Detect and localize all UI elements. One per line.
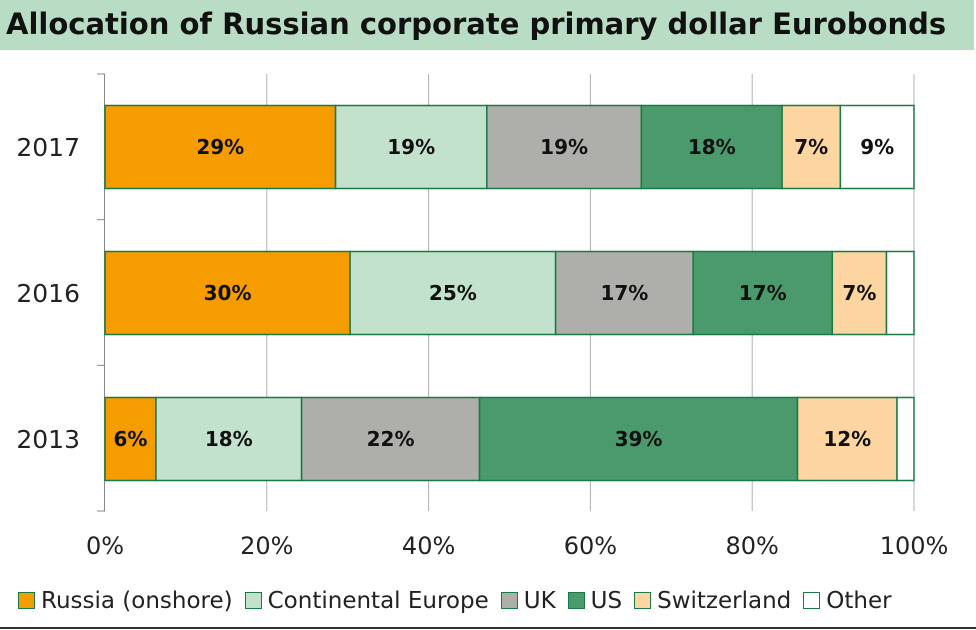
legend-swatch <box>634 592 652 609</box>
y-tick-label: 2013 <box>16 425 80 454</box>
bar-segment <box>885 250 915 336</box>
bar-segment <box>781 104 842 190</box>
bar-segment <box>839 104 915 190</box>
data-label: 19% <box>387 135 435 159</box>
title-bar: Allocation of Russian corporate primary … <box>0 0 974 50</box>
legend-swatch <box>244 592 262 609</box>
legend-item: Russia (onshore) <box>18 588 233 614</box>
legend-label: US <box>590 588 623 614</box>
legend-label: Russia (onshore) <box>41 588 233 614</box>
x-tick-label: 40% <box>402 532 455 560</box>
bar-segment <box>104 104 337 190</box>
data-label: 7% <box>842 281 876 305</box>
x-tick-label: 60% <box>564 532 617 560</box>
legend-label: Continental Europe <box>267 588 489 614</box>
data-label: 30% <box>204 281 252 305</box>
bar-segment <box>349 250 557 336</box>
bar-segment <box>896 396 915 482</box>
bar-segment <box>334 104 488 190</box>
x-tick-label: 80% <box>726 532 779 560</box>
data-label: 7% <box>794 135 828 159</box>
y-tick-label: 2016 <box>16 279 80 308</box>
bar-segment <box>554 250 694 336</box>
y-tick-labels: 2017 2016 2013 <box>16 133 80 454</box>
data-label: 19% <box>540 135 588 159</box>
bar-chart: 29% 19% 19% 18% 7% 9% 30% 25% 17% 17% 7% 6% 18% 22% 39… <box>16 73 948 560</box>
bar-segment <box>640 104 783 190</box>
bar-segment <box>692 250 834 336</box>
data-label: 6% <box>113 427 147 451</box>
data-label: 18% <box>688 135 736 159</box>
legend-item: US <box>567 588 623 614</box>
data-label: 9% <box>860 135 894 159</box>
y-tick-label: 2017 <box>16 133 80 162</box>
bar-segment <box>486 104 643 190</box>
bar-segment <box>155 396 303 482</box>
data-label: 17% <box>600 281 648 305</box>
x-tick-label: 100% <box>880 532 949 560</box>
legend-swatch <box>18 592 35 609</box>
data-label: 29% <box>196 135 244 159</box>
legend-swatch <box>500 592 518 609</box>
x-tick-label: 0% <box>86 532 124 560</box>
data-label: 12% <box>823 427 871 451</box>
bar-segment <box>104 250 351 336</box>
bar-segment <box>300 396 481 482</box>
x-tick-label: 20% <box>240 532 293 560</box>
legend-label: UK <box>523 588 556 614</box>
legend-label: Other <box>826 588 892 614</box>
x-tick-labels: 0% 20% 40% 60% 80% 100% <box>86 532 948 560</box>
data-labels: 29% 19% 19% 18% 7% 9% 30% 25% 17% 17% 7% 6% 18% 22% 39… <box>113 135 894 451</box>
legend-label: Switzerland <box>657 588 792 614</box>
bars <box>104 104 915 482</box>
data-label: 18% <box>205 427 253 451</box>
legend: Russia (onshore) Continental Europe UK US Sw… <box>18 588 904 614</box>
legend-item: Switzerland <box>634 588 791 614</box>
legend-item: Other <box>803 588 892 614</box>
data-label: 22% <box>367 427 415 451</box>
bottom-rule <box>0 627 976 629</box>
legend-swatch <box>803 592 821 609</box>
bar-segment <box>478 396 799 482</box>
bar-segment <box>796 396 898 482</box>
bar-segment <box>831 250 888 336</box>
data-label: 39% <box>615 427 663 451</box>
legend-item: UK <box>500 588 556 614</box>
chart-title: Allocation of Russian corporate primary … <box>6 7 947 41</box>
data-label: 17% <box>739 281 787 305</box>
legend-item: Continental Europe <box>244 588 489 614</box>
data-label: 25% <box>429 281 477 305</box>
y-axis <box>97 73 105 512</box>
legend-swatch <box>567 592 585 609</box>
bar-segment <box>104 396 157 482</box>
